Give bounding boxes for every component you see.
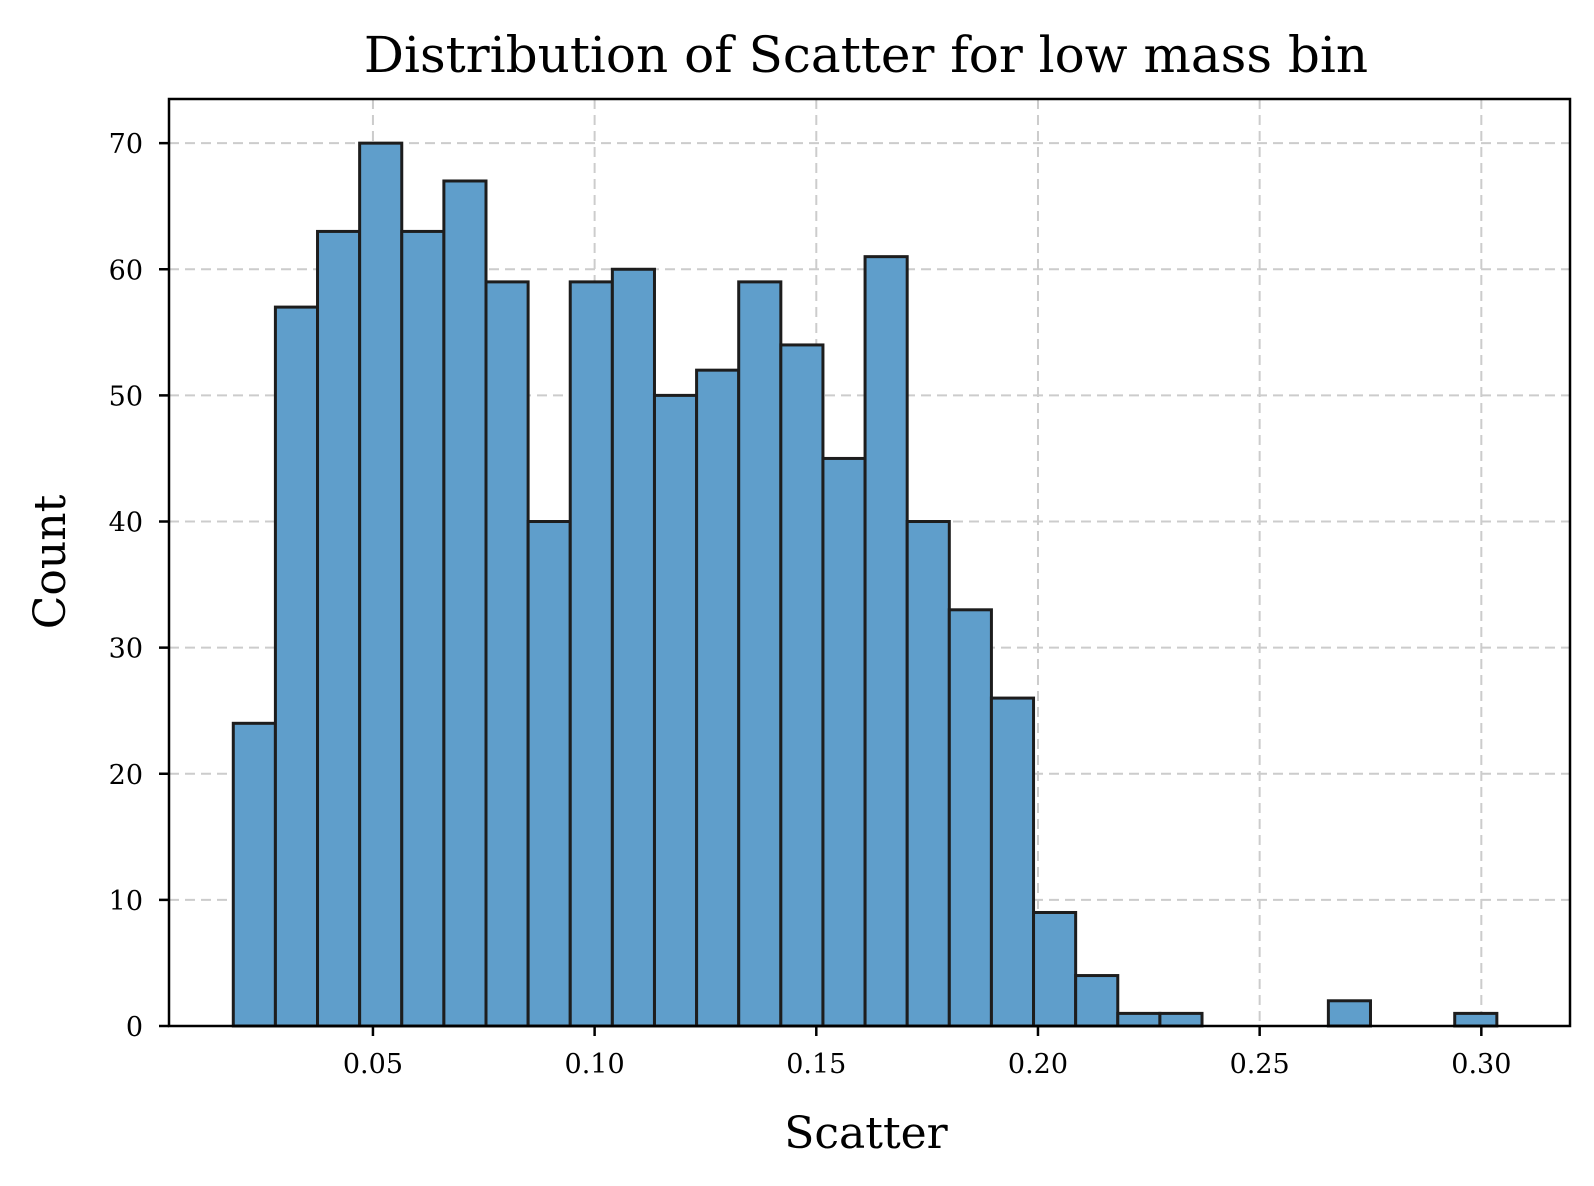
histogram-bar [568, 280, 614, 1028]
histogram-bar [1158, 1011, 1204, 1028]
histogram-bar [1074, 974, 1120, 1028]
histogram-bar [400, 229, 446, 1028]
histogram-bar [652, 393, 699, 1028]
histogram-bar [1116, 1011, 1162, 1028]
plot-frame [167, 97, 1572, 1028]
histogram-bar [484, 280, 530, 1028]
y-tick-label: 0 [126, 1012, 143, 1043]
x-axis-ticks: 0.05 0.10 0.15 0.20 0.25 0.30 [343, 1026, 1511, 1080]
y-axis-ticks: 0 10 20 30 40 50 60 70 [109, 129, 169, 1043]
histogram-bar [526, 520, 572, 1028]
chart-title: Distribution of Scatter for low mass bin [364, 26, 1368, 84]
histogram-bar [1453, 1011, 1499, 1028]
histogram-bar [695, 368, 741, 1028]
y-tick-label: 40 [109, 508, 143, 539]
histogram-bar [231, 721, 277, 1028]
x-tick-label: 0.20 [1008, 1049, 1068, 1080]
histogram-bar [1032, 910, 1078, 1028]
y-tick-label: 70 [109, 129, 143, 160]
histogram-bar [947, 608, 993, 1028]
histogram-bar [821, 456, 867, 1028]
histogram-bar [358, 141, 404, 1028]
histogram-bar [737, 280, 783, 1028]
x-tick-label: 0.10 [565, 1049, 625, 1080]
histogram-bar [442, 179, 488, 1028]
histogram-bar [273, 305, 320, 1028]
histogram-bar [989, 696, 1036, 1028]
histogram-bar [316, 229, 362, 1028]
bars-group [231, 141, 1499, 1028]
histogram-bar [1326, 999, 1372, 1028]
y-tick-label: 10 [109, 886, 143, 917]
y-tick-label: 60 [109, 255, 143, 286]
x-axis-label: Scatter [784, 1108, 948, 1159]
histogram-bar [905, 520, 951, 1028]
x-tick-label: 0.25 [1230, 1049, 1290, 1080]
histogram-bar [610, 267, 656, 1028]
histogram-bar [863, 255, 909, 1028]
y-tick-label: 50 [109, 381, 143, 412]
y-tick-label: 30 [109, 634, 143, 665]
y-tick-label: 20 [109, 760, 143, 791]
y-axis-label: Count [25, 494, 76, 629]
x-tick-label: 0.05 [343, 1049, 403, 1080]
x-tick-label: 0.15 [786, 1049, 846, 1080]
histogram-bar [779, 343, 825, 1028]
x-tick-label: 0.30 [1451, 1049, 1511, 1080]
